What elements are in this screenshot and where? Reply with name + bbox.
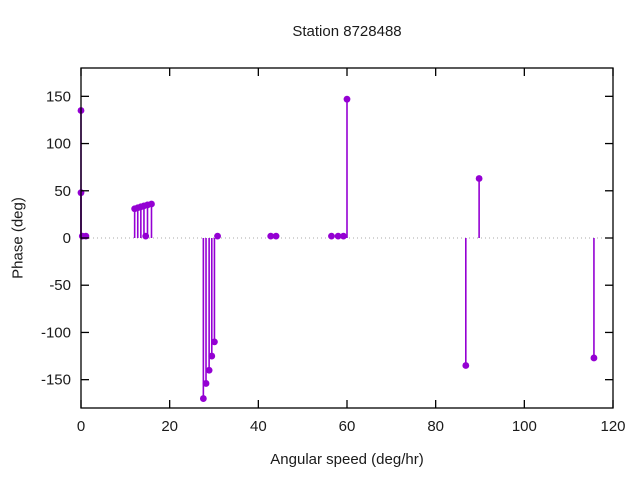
data-point [148, 200, 155, 208]
x-tick-label: 100 [512, 418, 537, 435]
x-tick-label: 60 [339, 418, 356, 435]
data-point [272, 232, 280, 240]
data-point [475, 175, 483, 182]
y-tick-label: 0 [63, 230, 71, 247]
x-tick-label: 80 [427, 418, 444, 435]
y-tick-label: 100 [46, 136, 71, 153]
data-point [343, 95, 351, 103]
y-tick-label: -150 [41, 372, 71, 389]
x-tick-label: 120 [600, 418, 625, 435]
data-point [202, 380, 210, 387]
data-point [208, 352, 216, 360]
data-point [199, 395, 207, 402]
x-tick-label: 20 [161, 418, 178, 435]
y-tick-label: -100 [41, 324, 71, 341]
x-tick-label: 40 [250, 418, 267, 435]
y-tick-label: 150 [46, 88, 71, 105]
data-point [334, 232, 342, 240]
data-point [267, 232, 275, 240]
data-point [214, 232, 221, 240]
data-point [590, 354, 598, 362]
data-point [211, 338, 218, 346]
chart-title: Station 8728488 [292, 23, 402, 40]
y-tick-label: -50 [49, 277, 71, 294]
data-point [462, 362, 470, 369]
data-point [142, 232, 150, 240]
x-axis-label: Angular speed (deg/hr) [270, 451, 424, 468]
data-point [205, 366, 213, 374]
x-tick-label: 0 [77, 418, 85, 435]
data-point [328, 232, 335, 240]
y-tick-label: 50 [54, 183, 71, 200]
data-point [340, 232, 347, 240]
